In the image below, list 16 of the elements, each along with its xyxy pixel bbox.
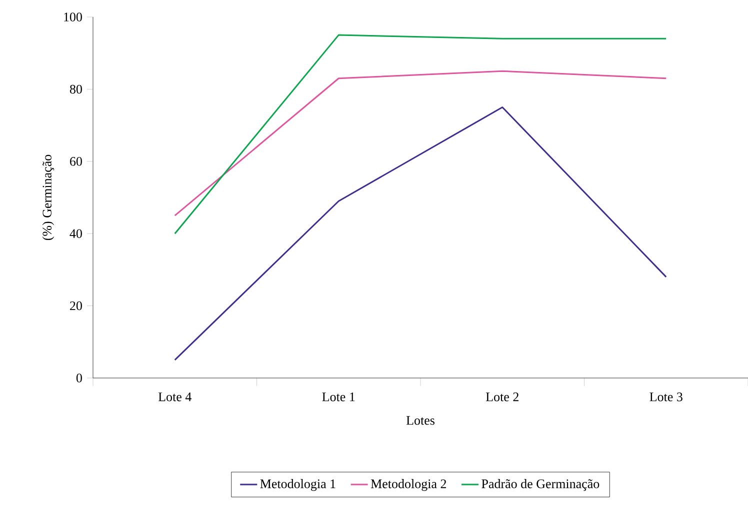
- y-tick-label: 60: [70, 157, 82, 166]
- y-tick-label: 40: [70, 229, 82, 238]
- x-tick-label: Lote 1: [322, 392, 355, 402]
- legend-label: Padrão de Germinação: [482, 479, 600, 491]
- line-series: [174, 106, 667, 361]
- x-axis-title: Lotes: [406, 416, 434, 425]
- y-tick-label: 20: [70, 301, 82, 310]
- y-tick-label: 0: [76, 374, 82, 382]
- legend-label: Metodologia 2: [370, 479, 446, 491]
- legend-label: Metodologia 1: [260, 479, 336, 491]
- y-tick-label: 100: [64, 12, 82, 22]
- y-axis-title: (%) Germinação: [42, 154, 54, 240]
- x-tick-label: Lote 2: [486, 392, 518, 402]
- x-tick-label: Lote 3: [650, 392, 682, 402]
- x-tick-label: Lote 4: [158, 392, 192, 402]
- y-tick-label: 80: [70, 84, 82, 94]
